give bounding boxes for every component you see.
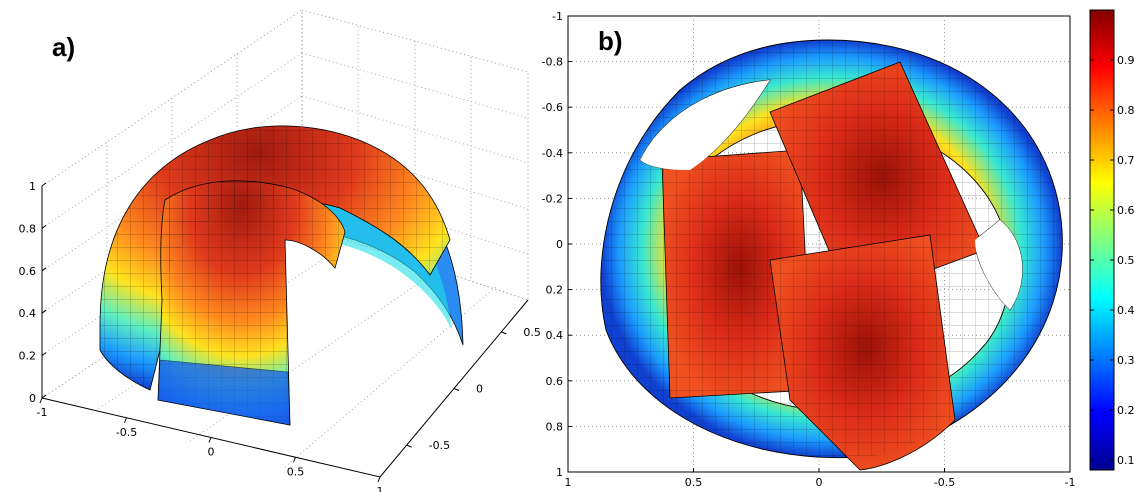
colorbar-tick-labels: 0.1 0.2 0.3 0.4 0.5 0.6 0.7 0.8 0.9 — [1090, 54, 1134, 467]
b-y-tick-label: 0.2 — [546, 284, 564, 297]
b-x-tick-label: 0.5 — [685, 476, 703, 489]
colorbar-tick-label: 0.2 — [1117, 404, 1134, 417]
b-y-tick-label: 0 — [556, 238, 563, 251]
b-x-tick-label: -0.5 — [934, 476, 955, 489]
y-tick-mark — [453, 388, 460, 391]
x-tick-mark — [293, 457, 296, 463]
colorbar-tick-label: 0.5 — [1117, 254, 1134, 267]
x-tick-label: 0.5 — [287, 465, 305, 478]
colorbar-tick-label: 0.7 — [1117, 154, 1134, 167]
y-tick-label: -0.5 — [429, 439, 450, 452]
x-tick-mark — [208, 437, 212, 443]
y-tick-mark — [406, 444, 412, 448]
x-tick-label: 1 — [377, 485, 384, 492]
b-y-tick-label: 0.4 — [546, 329, 564, 342]
b-y-tick-label: -1 — [552, 10, 563, 23]
x-tick-mark — [377, 476, 381, 483]
x-tick-label: -0.5 — [116, 426, 137, 439]
z-tick-label: 0.6 — [19, 265, 37, 278]
panel-b-top-view-plot: 1 0.5 0 -0.5 -1 -1 -0.8 -0.6 -0.4 -0.2 0 0.2 0.4 0.6… — [542, 9, 1134, 489]
colorbar-tick-label: 0.8 — [1117, 104, 1134, 117]
colorbar-tick-label: 0.6 — [1117, 204, 1134, 217]
y-tick-mark — [501, 331, 507, 335]
b-y-tick-label: 1 — [556, 466, 563, 479]
colorbar — [1089, 9, 1115, 471]
b-y-axis-tick-labels: -1 -0.8 -0.6 -0.4 -0.2 0 0.2 0.4 0.6 0.8 1 — [542, 10, 572, 479]
z-tick-mark — [41, 224, 47, 229]
axes-grid-lines — [41, 26, 529, 468]
surface-b-gap-left-mask — [640, 80, 770, 170]
x-tick-mark — [124, 417, 127, 423]
z-tick-mark — [41, 182, 47, 187]
colorbar-tick-label: 0.1 — [1117, 454, 1134, 467]
panel-a-3d-plot: 0 0.2 0.4 0.6 0.8 1 -1 -0.5 0 0.5 1 -0.5 0 0.5 a) — [19, 9, 541, 492]
panel-b-label: b) — [598, 26, 623, 56]
colorbar-tick-label: 0.3 — [1117, 354, 1134, 367]
z-tick-mark — [41, 309, 47, 314]
b-x-axis-tick-labels: 1 0.5 0 -0.5 -1 — [565, 468, 1076, 489]
z-tick-label: 0.4 — [19, 307, 37, 320]
colorbar-tick-label: 0.9 — [1117, 54, 1134, 67]
colorbar-tick-label: 0.4 — [1117, 304, 1134, 317]
panel-a-label: a) — [52, 32, 75, 62]
b-y-tick-label: 0.6 — [546, 375, 564, 388]
b-y-tick-label: -0.8 — [542, 56, 563, 69]
surface-front-patch-base — [157, 359, 291, 426]
z-tick-mark — [41, 352, 47, 357]
z-tick-label: 0.2 — [19, 350, 37, 363]
b-x-tick-label: 0 — [816, 476, 823, 489]
x-tick-mark — [39, 397, 43, 404]
b-x-tick-label: -1 — [1065, 476, 1076, 489]
z-tick-label: 0.8 — [19, 222, 37, 235]
surface-b-gap-right-mask — [975, 220, 1023, 310]
z-tick-label: 1 — [29, 180, 36, 193]
surface-back-shell-inner — [318, 194, 452, 330]
y-axis-tick-labels: -0.5 0 0.5 — [406, 326, 541, 452]
x-tick-label: -1 — [37, 406, 48, 419]
x-tick-label: 0 — [208, 446, 215, 459]
y-tick-label: 0.5 — [523, 326, 541, 339]
b-y-tick-label: 0.8 — [546, 420, 564, 433]
x-axis-tick-labels: -1 -0.5 0 0.5 1 — [37, 397, 384, 492]
z-tick-mark — [41, 394, 47, 399]
z-tick-mark — [41, 267, 47, 272]
y-tick-label: 0 — [476, 383, 483, 396]
z-tick-label: 0 — [29, 392, 36, 405]
b-y-tick-label: -0.6 — [542, 101, 563, 114]
b-y-tick-label: -0.2 — [542, 192, 563, 205]
b-x-tick-label: 1 — [565, 476, 572, 489]
b-y-tick-label: -0.4 — [542, 147, 563, 160]
z-axis-tick-labels: 0 0.2 0.4 0.6 0.8 1 — [19, 180, 47, 405]
